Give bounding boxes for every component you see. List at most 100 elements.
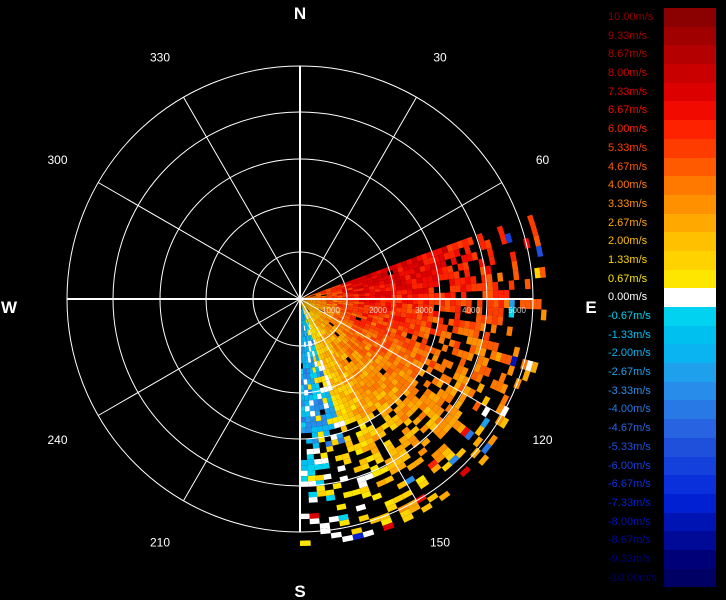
velocity-cell: [403, 269, 411, 276]
velocity-cell: [407, 289, 413, 295]
velocity-cell: [401, 452, 411, 462]
velocity-cell: [322, 320, 328, 326]
velocity-cell: [351, 378, 359, 385]
velocity-cell: [304, 302, 309, 307]
velocity-cell: [405, 409, 414, 418]
velocity-cell: [331, 290, 337, 294]
velocity-cell: [358, 301, 365, 305]
velocity-cell: [440, 260, 447, 268]
velocity-cell: [320, 292, 327, 295]
velocity-cell: [305, 324, 309, 331]
velocity-cell: [382, 394, 391, 402]
velocity-cell: [305, 300, 311, 303]
legend-label: -5.33m/s: [608, 440, 651, 453]
velocity-cell: [301, 304, 305, 310]
velocity-cell: [314, 305, 320, 309]
velocity-cell: [448, 416, 458, 427]
velocity-cell: [411, 346, 420, 354]
velocity-cell: [323, 363, 329, 370]
velocity-cell: [426, 315, 434, 323]
velocity-cell: [315, 303, 321, 306]
legend-row: 1.33m/s: [606, 250, 718, 270]
velocity-cell: [410, 404, 419, 413]
velocity-cell: [491, 342, 500, 352]
velocity-cell: [343, 371, 349, 378]
velocity-cell: [351, 283, 358, 288]
velocity-cell: [338, 403, 346, 410]
velocity-cell: [401, 294, 408, 299]
velocity-cell: [406, 400, 415, 410]
velocity-cell: [306, 438, 313, 444]
velocity-cell: [328, 312, 335, 317]
velocity-cell: [449, 305, 456, 313]
velocity-cell: [408, 323, 416, 330]
legend-swatch: [664, 493, 716, 513]
velocity-cell: [307, 305, 313, 310]
velocity-cell: [436, 247, 444, 256]
velocity-cell: [325, 351, 330, 358]
velocity-cell: [331, 439, 339, 446]
velocity-cell: [300, 406, 305, 412]
velocity-cell: [303, 336, 306, 342]
velocity-cell: [313, 315, 318, 321]
velocity-cell: [362, 529, 375, 538]
velocity-cell: [460, 426, 471, 437]
velocity-cell: [486, 315, 493, 325]
velocity-cell: [376, 319, 383, 325]
velocity-cell: [318, 365, 323, 372]
velocity-cell: [321, 299, 327, 302]
velocity-cell: [336, 375, 343, 382]
velocity-cell: [437, 443, 449, 454]
velocity-cell: [375, 371, 384, 379]
velocity-cell: [467, 388, 477, 399]
velocity-cell: [410, 273, 417, 280]
velocity-cell: [304, 336, 308, 342]
velocity-cell: [300, 476, 308, 482]
velocity-cell: [369, 305, 375, 309]
velocity-cell: [456, 240, 464, 249]
velocity-cell: [310, 345, 314, 352]
velocity-cell: [305, 307, 310, 313]
velocity-cell: [319, 323, 325, 329]
velocity-cell: [350, 315, 357, 320]
velocity-cell: [412, 329, 420, 337]
velocity-cell: [363, 286, 370, 291]
velocity-cell: [327, 401, 334, 408]
velocity-cell: [344, 315, 351, 320]
velocity-cell: [322, 352, 328, 359]
velocity-cell: [376, 378, 384, 387]
velocity-cell: [388, 356, 396, 364]
velocity-cell: [355, 347, 362, 354]
velocity-cell: [377, 430, 387, 439]
velocity-cell: [315, 301, 322, 304]
velocity-cell: [436, 388, 445, 398]
legend-row: -0.67m/s: [606, 307, 718, 326]
velocity-cell: [320, 341, 325, 348]
velocity-cell: [371, 318, 378, 324]
legend-swatch: [664, 213, 716, 233]
velocity-cell: [318, 342, 323, 349]
velocity-cell: [414, 324, 421, 331]
velocity-cell: [356, 353, 364, 360]
velocity-cell: [503, 289, 510, 299]
velocity-cell: [369, 324, 376, 330]
velocity-cell: [311, 334, 315, 340]
velocity-cell: [385, 302, 392, 307]
velocity-cell: [383, 353, 391, 361]
velocity-cell: [302, 320, 305, 326]
velocity-cell: [305, 300, 311, 302]
velocity-cell: [315, 312, 321, 318]
velocity-cell: [404, 348, 412, 356]
legend-label: 6.00m/s: [608, 123, 648, 136]
velocity-cell: [434, 299, 440, 306]
velocity-cell: [475, 373, 484, 383]
legend-label: 4.67m/s: [608, 160, 648, 173]
legend-swatch: [664, 26, 716, 46]
velocity-cell: [314, 382, 320, 389]
velocity-cell: [366, 400, 374, 408]
velocity-cell: [387, 374, 395, 383]
velocity-cell: [376, 354, 384, 362]
velocity-cell: [324, 309, 330, 313]
velocity-cell: [423, 293, 429, 299]
velocity-cell: [454, 312, 461, 320]
